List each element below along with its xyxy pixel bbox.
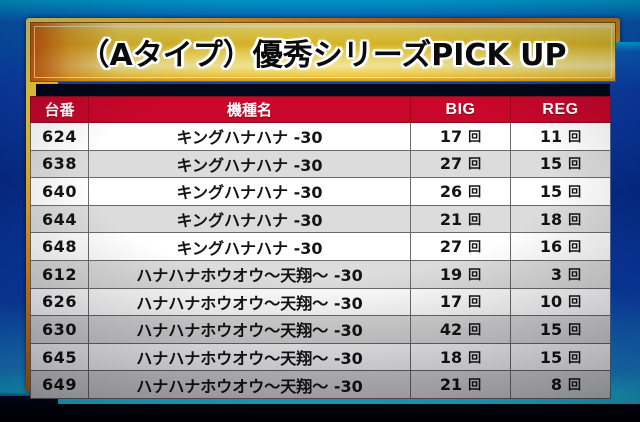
page-title: （Aタイプ）優秀シリーズPICK UP — [79, 38, 567, 73]
title-banner: （Aタイプ）優秀シリーズPICK UP — [30, 22, 616, 82]
